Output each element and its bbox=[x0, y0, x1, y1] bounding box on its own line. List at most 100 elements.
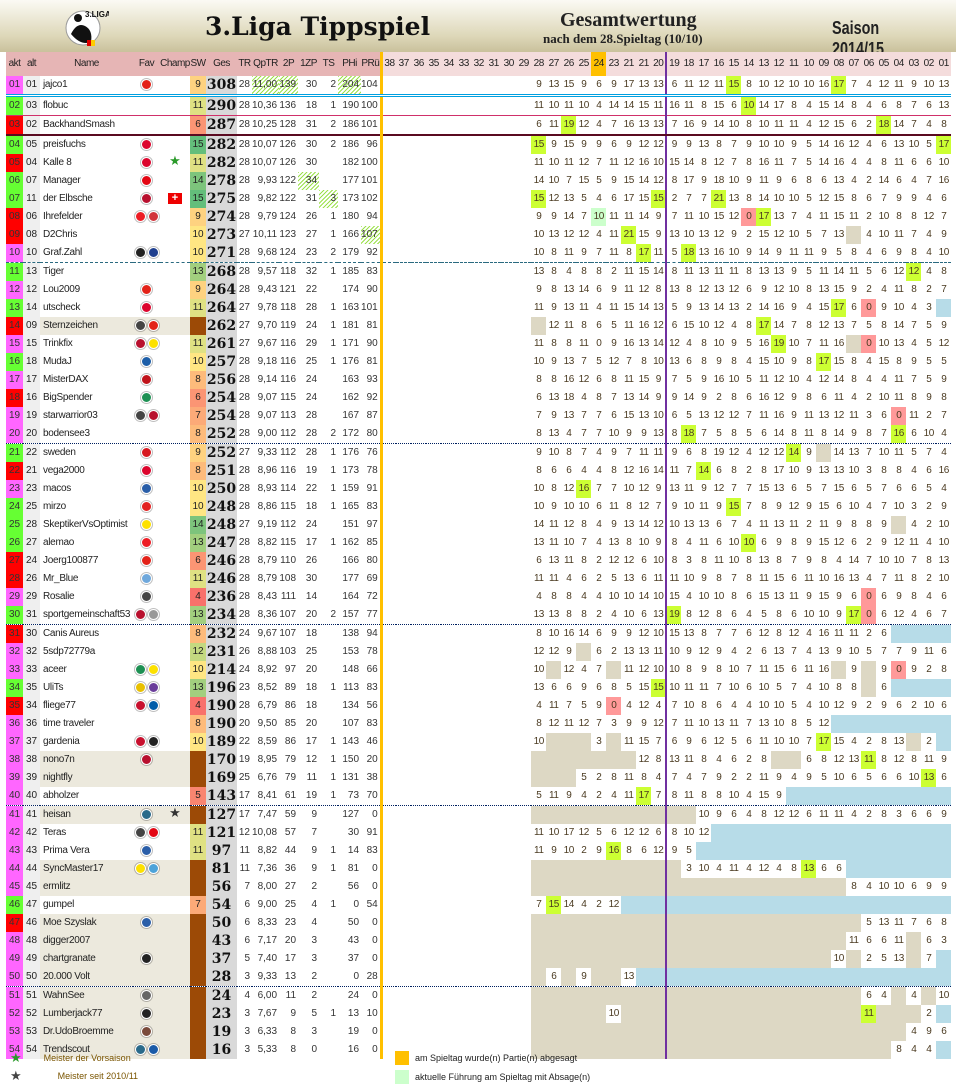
player-name[interactable]: gardenia bbox=[43, 736, 80, 747]
column-header-pru[interactable]: PRü bbox=[361, 52, 383, 76]
player-name[interactable]: Rosalie bbox=[43, 591, 75, 602]
matchday-header[interactable]: 21 bbox=[636, 52, 652, 76]
table-row[interactable]: 49 49 chartgranate -37 5 7,40 17 3 37 0 10 2 5 13 7 bbox=[6, 950, 952, 968]
table-row[interactable]: 15 15 Trinkfix 11 261 27 9,67 116 29 1 171 90 11 8 8 11… bbox=[6, 335, 951, 353]
player-name[interactable]: D2Chris bbox=[43, 229, 78, 240]
table-row[interactable]: 40 40 abholzer 5 143 17 8,41 61 19 1 73 70 5 11 9 4 2 4 11… bbox=[6, 787, 952, 806]
matchday-header[interactable]: 06 bbox=[861, 52, 877, 76]
table-row[interactable]: 21 22 sweden 9 252 27 9,33 112 28 1 176 76 9 10 8 7 4 9 7 1… bbox=[6, 443, 951, 462]
table-row[interactable]: 10 10 Graf.Zahl 10 271 28 9,68 124 23 2 179 92 10 8 11… bbox=[6, 244, 952, 263]
column-header-sw[interactable]: SW bbox=[190, 52, 206, 76]
column-header-champ[interactable]: Champ bbox=[160, 52, 190, 76]
matchday-header[interactable]: 29 bbox=[516, 52, 532, 76]
table-row[interactable]: 26 27 alemao 13 247 28 8,82 115 17 1 162 85 13 11 10 7 4… bbox=[6, 534, 951, 552]
matchday-header[interactable]: 33 bbox=[456, 52, 472, 76]
table-row[interactable]: 48 48 digger2007-43 6 7,17 20 3 43 0 11 6 6 11 6 3 bbox=[6, 932, 951, 950]
player-name[interactable]: bodensee3 bbox=[40, 425, 133, 444]
matchday-header[interactable]: 31 bbox=[486, 52, 502, 76]
table-row[interactable]: 53 53 Dr.UdoBroemme -19 3 6,33 8 3 19 0 4 9 6 bbox=[6, 1023, 951, 1041]
matchday-header[interactable]: 24 bbox=[591, 52, 607, 76]
matchday-header[interactable]: 28 bbox=[531, 52, 547, 76]
column-header-tr[interactable]: TR bbox=[237, 52, 252, 76]
table-row[interactable]: 46 47 gumpel 7 54 6 9,00 25 4 1 0 54 7 15 14 4 2 12 bbox=[6, 896, 952, 914]
player-name[interactable]: Mr_Blue bbox=[43, 573, 79, 584]
matchday-header[interactable]: 01 bbox=[936, 52, 952, 76]
matchday-header[interactable]: 16 bbox=[711, 52, 727, 76]
matchday-header[interactable]: 02 bbox=[921, 52, 937, 76]
player-name[interactable]: chartgranate bbox=[40, 950, 133, 968]
table-row[interactable]: 41 41 heisan ★ -127 17 7,47 59 9 127 0 10 9 6 4 8 12 12 6 1… bbox=[6, 805, 951, 824]
table-row[interactable]: 02 03 flobuc 11 290 28 10,36 136 18 1 190 100 11 10 11… bbox=[6, 95, 952, 116]
matchday-header[interactable]: 14 bbox=[741, 52, 757, 76]
player-name[interactable]: 5sdp72779a bbox=[43, 646, 96, 657]
player-name[interactable]: sweden bbox=[43, 447, 76, 458]
matchday-header[interactable]: 11 bbox=[786, 52, 802, 76]
player-name[interactable]: UliTs bbox=[43, 682, 64, 693]
table-row[interactable]: 18 16 BigSpender 6 254 28 9,07 115 24 162 92 6 13 18 4… bbox=[6, 389, 951, 407]
player-name[interactable]: 20.000 Volt bbox=[40, 968, 133, 987]
matchday-header[interactable]: 34 bbox=[441, 52, 457, 76]
matchday-header[interactable]: 19 bbox=[666, 52, 682, 76]
matchday-header[interactable]: 05 bbox=[876, 52, 892, 76]
player-name[interactable]: Graf.Zahl bbox=[40, 244, 133, 263]
player-name[interactable]: nightfly bbox=[40, 769, 133, 787]
table-row[interactable]: 31 30 Canis Aureus 8 232 24 9,67 107 18 138 94 8 10 1… bbox=[6, 624, 952, 643]
table-row[interactable]: 42 42 Teras 11 121 12 10,08 57 7 30 91 11 10 17 12 5 6 12… bbox=[6, 824, 952, 842]
player-name[interactable]: der Elbsche bbox=[43, 193, 93, 204]
player-name[interactable]: Manager bbox=[43, 175, 81, 186]
matchday-header[interactable]: 10 bbox=[801, 52, 817, 76]
table-row[interactable]: 44 44 SyncMaster17-81 11 7,36 36 9 1 81 0 3 10 4 11 4 1… bbox=[6, 860, 952, 878]
player-name[interactable]: starwarrior03 bbox=[43, 410, 98, 421]
table-row[interactable]: 06 07 Manager 14 278 28 9,93 122 34 177 101 14 10 7 15… bbox=[6, 172, 951, 190]
player-name[interactable]: SyncMaster17 bbox=[40, 860, 133, 878]
matchday-header[interactable]: 32 bbox=[471, 52, 487, 76]
matchday-header[interactable]: 07 bbox=[846, 52, 862, 76]
table-row[interactable]: 39 39 nightfly -169 25 6,76 79 11 1 131 38 5 2 8 11 8 4 7… bbox=[6, 769, 951, 787]
matchday-header[interactable]: 12 bbox=[771, 52, 787, 76]
player-name[interactable]: alemao bbox=[43, 537, 74, 548]
player-name[interactable]: Canis Aureus bbox=[43, 628, 99, 639]
table-row[interactable]: 03 02 BackhandSmash 6 287 28 10,25 128 31 2 186 101… bbox=[6, 115, 952, 136]
table-row[interactable]: 16 18 MudaJ 10 257 28 9,18 116 25 1 176 81 10 9 13 7 5 12… bbox=[6, 353, 951, 371]
table-row[interactable]: 04 05 preisfuchs 15 282 28 10,07 126 30 2 186 96 15 9… bbox=[6, 135, 952, 154]
player-name[interactable]: Moe Szyslak bbox=[40, 914, 133, 932]
player-name[interactable]: BigSpender bbox=[43, 392, 93, 403]
player-name[interactable]: gumpel bbox=[43, 899, 74, 910]
player-name[interactable]: MudaJ bbox=[43, 356, 72, 367]
player-name[interactable]: Sternzeichen bbox=[40, 317, 133, 335]
matchday-header[interactable]: 25 bbox=[576, 52, 592, 76]
player-name[interactable]: vega2000 bbox=[43, 465, 85, 476]
table-row[interactable]: 45 45 ermlitz -56 7 8,00 27 2 56 0 8 4 10 10 6 9 9 bbox=[6, 878, 951, 896]
table-row[interactable]: 51 51 WahnSee -24 4 6,00 11 2 24 0 6 4 4 10 bbox=[6, 986, 951, 1005]
matchday-header[interactable]: 03 bbox=[906, 52, 922, 76]
table-row[interactable]: 36 36 time traveler 8 190 20 9,50 85 20 107 83 8 12 1… bbox=[6, 715, 952, 733]
table-row[interactable]: 32 32 5sdp72779a 12 231 26 8,88 103 25 153 78 12 12 9… bbox=[6, 643, 951, 661]
matchday-header[interactable]: 15 bbox=[726, 52, 742, 76]
table-row[interactable]: 29 29 Rosalie 4 236 28 8,43 111 14 164 72 4 8 8 4 4 10 10… bbox=[6, 588, 951, 606]
matchday-header[interactable]: 37 bbox=[396, 52, 412, 76]
matchday-header[interactable]: 20 bbox=[651, 52, 668, 76]
matchday-header[interactable]: 27 bbox=[546, 52, 562, 76]
matchday-header[interactable]: 13 bbox=[756, 52, 772, 76]
matchday-header[interactable]: 04 bbox=[891, 52, 907, 76]
matchday-header[interactable]: 36 bbox=[411, 52, 427, 76]
player-name[interactable]: mirzo bbox=[43, 501, 66, 512]
player-name[interactable]: preisfuchs bbox=[43, 139, 86, 150]
table-row[interactable]: 25 28 SkeptikerVsOptimist 14 248 27 9,19 112 24 1… bbox=[6, 516, 951, 534]
table-row[interactable]: 52 52 Lumberjack77-23 3 7,67 9 5 1 13 10 10 11 2 bbox=[6, 1005, 952, 1023]
player-name[interactable]: abholzer bbox=[40, 787, 133, 806]
player-name[interactable]: Ihrefelder bbox=[43, 211, 83, 222]
player-name[interactable]: Teras bbox=[43, 827, 66, 838]
player-name[interactable]: Dr.UdoBroemme bbox=[40, 1023, 133, 1041]
column-header-name[interactable]: Name bbox=[40, 52, 133, 76]
player-name[interactable]: WahnSee bbox=[40, 986, 133, 1005]
player-name[interactable]: Lou2009 bbox=[43, 284, 80, 295]
table-row[interactable]: 35 34 fliege77 4 190 28 6,79 86 18 134 56 4 11 7 5 9 0 4 1… bbox=[6, 697, 951, 715]
player-name[interactable]: SkeptikerVsOptimist bbox=[43, 519, 128, 530]
player-name[interactable]: macos bbox=[43, 483, 71, 494]
player-name[interactable]: fliege77 bbox=[43, 700, 76, 711]
table-row[interactable]: 38 38 nono7n -170 19 8,95 79 12 1 150 20 12 8 13 11 8 4 6… bbox=[6, 751, 951, 769]
player-name[interactable]: Lumberjack77 bbox=[40, 1005, 133, 1023]
table-row[interactable]: 09 08 D2Chris 10 273 27 10,11 123 27 1 166 107 10 13 1… bbox=[6, 226, 951, 244]
player-name[interactable]: digger2007 bbox=[40, 932, 133, 950]
